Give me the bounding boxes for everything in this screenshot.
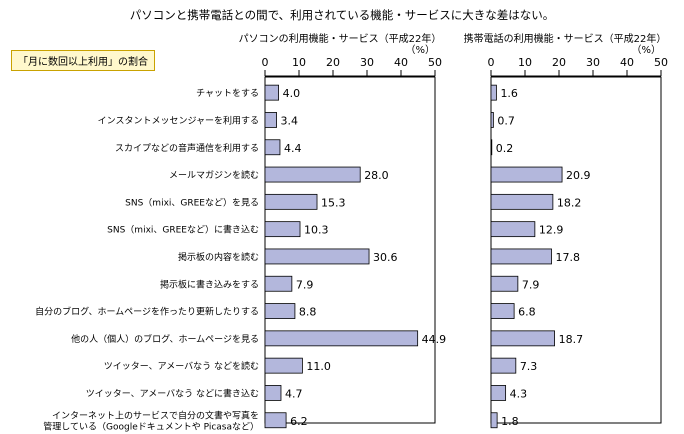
bar — [490, 412, 498, 429]
data-label: 10.3 — [304, 224, 329, 237]
bar — [264, 193, 318, 210]
bar — [490, 139, 493, 156]
category-label: スカイプなどの音声通信を利用する — [115, 142, 259, 154]
data-label: 4.0 — [283, 87, 301, 100]
data-label: 0.7 — [497, 114, 515, 127]
bar — [264, 221, 301, 238]
data-label: 4.4 — [284, 142, 302, 155]
category-label: 他の人（個人）のブログ、ホームページを見る — [71, 333, 259, 345]
unit-label: （%） — [631, 44, 661, 56]
data-label: 18.2 — [557, 196, 582, 209]
bar — [490, 84, 497, 101]
category-label: メールマガジンを読む — [169, 169, 259, 181]
x-tick-label: 20 — [326, 56, 340, 69]
category-label: インターネット上のサービスで自分の文書や写真を — [52, 409, 259, 421]
x-tick-label: 10 — [292, 56, 306, 69]
bar — [264, 303, 296, 319]
data-label: 17.8 — [556, 251, 581, 264]
unit-label: （%） — [405, 44, 435, 56]
data-label: 15.3 — [321, 196, 346, 209]
category-label: ツイッター、アメーバなう などに書き込む — [86, 387, 259, 399]
category-label: インスタントメッセンジャーを利用する — [98, 114, 259, 126]
x-tick-label: 40 — [620, 56, 634, 69]
bar — [264, 357, 303, 374]
category-label: SNS（mixi、GREEなど）を見る — [125, 197, 259, 208]
data-label: 4.3 — [510, 387, 528, 400]
data-label: 8.8 — [299, 306, 317, 319]
x-tick-label: 0 — [488, 56, 495, 69]
category-label: 掲示板に書き込みをする — [160, 278, 259, 290]
data-label: 1.8 — [501, 415, 519, 428]
bar — [264, 412, 287, 429]
bar — [264, 84, 280, 101]
bar — [490, 112, 494, 128]
bar — [264, 330, 419, 347]
bar — [264, 166, 361, 183]
category-label: 掲示板の内容を読む — [178, 251, 259, 263]
x-tick-label: 40 — [394, 56, 408, 69]
bar — [490, 385, 507, 401]
data-label: 20.9 — [566, 169, 591, 182]
x-tick-label: 0 — [262, 56, 269, 69]
data-label: 7.3 — [520, 360, 538, 373]
bar — [490, 166, 563, 183]
data-label: 12.9 — [539, 224, 564, 237]
data-label: 1.6 — [500, 87, 518, 100]
page-title: パソコンと携帯電話との間で、利用されている機能・サービスに大きな差はない。 — [129, 8, 555, 22]
bar — [264, 139, 281, 156]
data-label: 3.4 — [281, 114, 299, 127]
bar — [264, 385, 282, 401]
data-label: 4.7 — [285, 387, 303, 400]
bar — [264, 248, 370, 265]
data-label: 0.2 — [496, 142, 514, 155]
bar — [490, 221, 536, 238]
data-label: 6.8 — [518, 306, 536, 319]
bar — [490, 357, 517, 374]
bar — [490, 330, 555, 347]
x-tick-label: 50 — [654, 56, 668, 69]
x-tick-label: 20 — [552, 56, 566, 69]
x-tick-label: 10 — [518, 56, 532, 69]
legend-note: 「月に数回以上利用」の割合 — [11, 50, 155, 71]
category-label: 自分のブログ、ホームページを作ったり更新したりする — [35, 306, 259, 318]
data-label: 18.7 — [559, 333, 584, 346]
data-label: 6.2 — [290, 415, 308, 428]
bar — [264, 275, 293, 292]
x-tick-label: 30 — [586, 56, 600, 69]
data-label: 11.0 — [306, 360, 331, 373]
data-label: 28.0 — [364, 169, 389, 182]
bar — [490, 275, 519, 292]
bar — [490, 193, 554, 210]
category-label: ツイッター、アメーバなう などを読む — [104, 360, 259, 372]
category-label: SNS（mixi、GREEなど）に書き込む — [107, 224, 259, 236]
bar — [490, 303, 515, 319]
data-label: 7.9 — [522, 278, 540, 291]
data-label: 44.9 — [422, 333, 447, 346]
category-label: 管理している（Googleドキュメントや Picasaなど） — [43, 420, 259, 432]
panel-title: 携帯電話の利用機能・サービス（平成22年） — [464, 32, 667, 45]
bar — [264, 112, 277, 128]
data-label: 30.6 — [373, 251, 398, 264]
panel-title: パソコンの利用機能・サービス（平成22年） — [239, 32, 442, 45]
bar — [490, 248, 552, 265]
data-label: 7.9 — [296, 278, 314, 291]
x-tick-label: 50 — [428, 56, 442, 69]
x-tick-label: 30 — [360, 56, 374, 69]
category-label: チャットをする — [196, 88, 259, 99]
